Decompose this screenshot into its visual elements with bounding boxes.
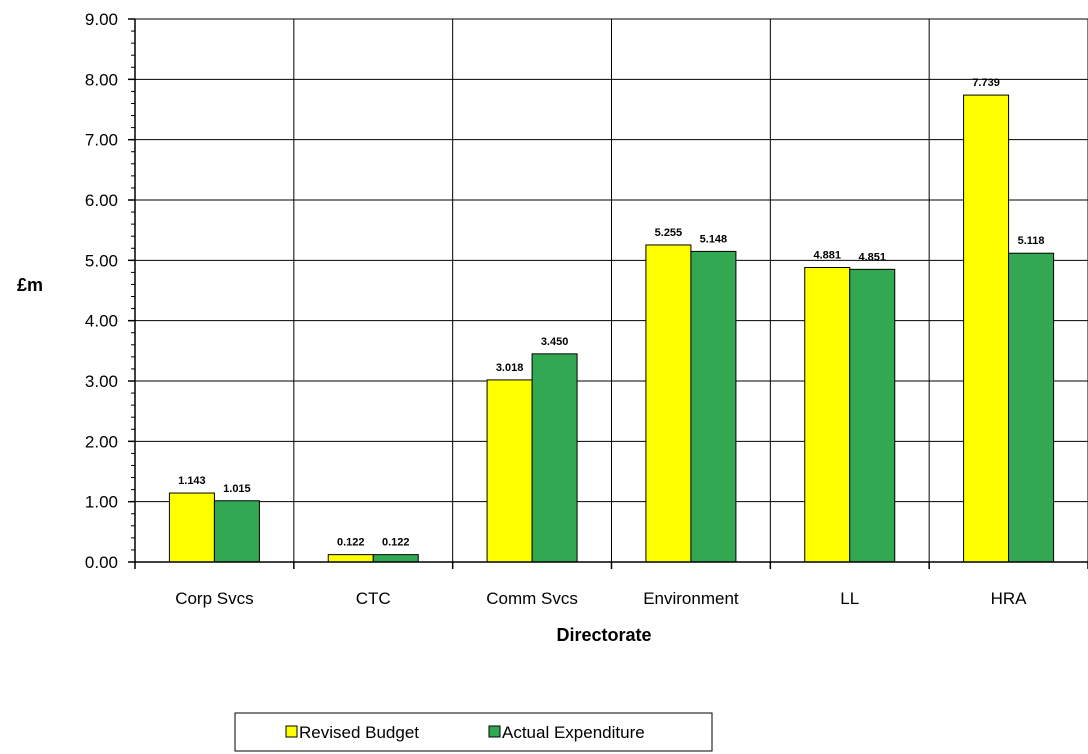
- bar-actual-expenditure: [690, 250, 737, 563]
- x-tick-label: HRA: [991, 589, 1028, 608]
- bar-actual-expenditure: [1008, 252, 1055, 563]
- x-tick-label: CTC: [356, 589, 391, 608]
- legend-box: [234, 712, 713, 752]
- data-label-actual-expenditure: 3.450: [541, 336, 569, 348]
- data-label-actual-expenditure: 5.148: [700, 233, 728, 245]
- bar-revised-budget: [804, 267, 851, 563]
- bar-actual-expenditure: [372, 554, 419, 563]
- legend: Revised Budget Actual Expenditure: [234, 712, 713, 752]
- y-tick-labels: 0.00 1.00 2.00 3.00 4.00 5.00 6.00 7.00 8.00 9.00: [85, 10, 118, 572]
- y-tick-label: 2.00: [85, 432, 118, 451]
- bar-revised-budget: [327, 554, 374, 563]
- data-label-actual-expenditure: 5.118: [1018, 235, 1045, 247]
- data-label-revised-budget: 3.018: [496, 362, 524, 374]
- data-label-revised-budget: 7.739: [972, 77, 1000, 89]
- y-tick-label: 1.00: [85, 493, 118, 512]
- y-tick-label: 0.00: [85, 553, 118, 572]
- legend-label-actual-expenditure: Actual Expenditure: [502, 723, 645, 742]
- data-label-revised-budget: 5.255: [655, 227, 683, 239]
- bar-actual-expenditure: [849, 268, 896, 563]
- x-tick-label: Corp Svcs: [175, 589, 253, 608]
- legend-swatch-actual-expenditure: [488, 725, 501, 738]
- y-tick-label: 3.00: [85, 372, 118, 391]
- bar-revised-budget: [963, 94, 1010, 563]
- axes: [128, 18, 1088, 569]
- data-label-actual-expenditure: 1.015: [223, 483, 251, 495]
- y-tick-label: 7.00: [85, 131, 118, 150]
- bar-revised-budget: [168, 492, 215, 563]
- y-tick-label: 8.00: [85, 70, 118, 89]
- legend-label-revised-budget: Revised Budget: [299, 723, 419, 742]
- data-label-actual-expenditure: 0.122: [382, 537, 410, 549]
- legend-swatch-revised-budget: [285, 725, 298, 738]
- y-tick-label: 6.00: [85, 191, 118, 210]
- data-label-revised-budget: 0.122: [337, 537, 365, 549]
- bar-revised-budget: [645, 244, 692, 563]
- bar-revised-budget: [486, 379, 533, 563]
- y-tick-label: 9.00: [85, 10, 118, 29]
- gridlines: [135, 18, 1088, 563]
- y-tick-label: 4.00: [85, 312, 118, 331]
- x-tick-label: Environment: [643, 589, 739, 608]
- x-tick-labels: Corp Svcs CTC Comm Svcs Environment LL HRA: [175, 589, 1027, 608]
- bar-actual-expenditure: [531, 353, 578, 563]
- x-tick-label: LL: [840, 589, 859, 608]
- y-axis-title: £m: [17, 275, 43, 295]
- bars: [168, 94, 1055, 563]
- data-label-actual-expenditure: 4.851: [858, 251, 886, 263]
- data-label-revised-budget: 4.881: [813, 250, 841, 262]
- x-tick-label: Comm Svcs: [486, 589, 578, 608]
- data-label-revised-budget: 1.143: [178, 475, 206, 487]
- bar-actual-expenditure: [213, 500, 260, 563]
- data-labels: 1.143 1.015 0.122 0.122 3.018 3.450 5.255 5.148…: [178, 77, 1044, 549]
- y-tick-label: 5.00: [85, 251, 118, 270]
- x-axis-title: Directorate: [556, 625, 651, 645]
